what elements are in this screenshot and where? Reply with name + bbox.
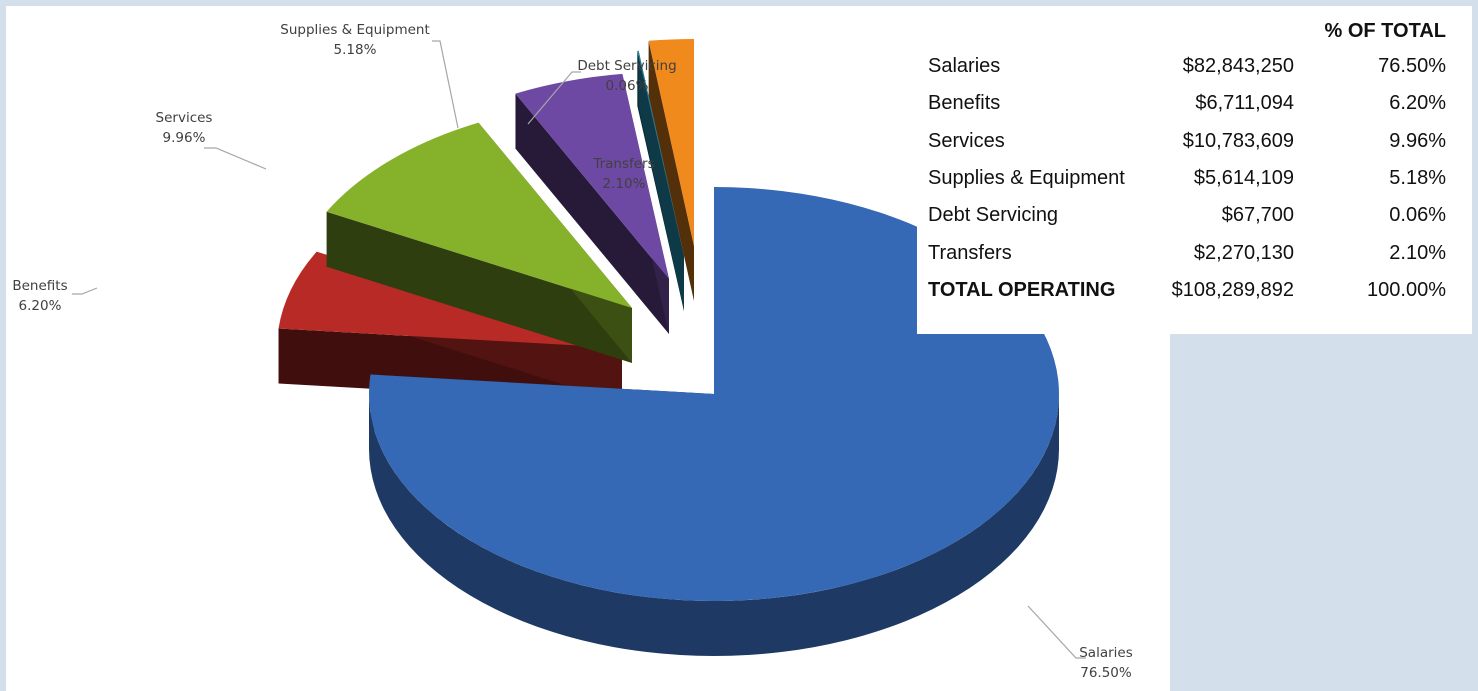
table-header-row: % OF TOTAL bbox=[928, 14, 1446, 48]
pie-slice-supplies-equipment bbox=[515, 73, 669, 335]
table-total-row: TOTAL OPERATING $108,289,892 100.00% bbox=[928, 272, 1446, 309]
total-pct: 100.00% bbox=[1367, 278, 1446, 301]
slice-top bbox=[648, 39, 694, 246]
row-pct: 2.10% bbox=[1389, 241, 1446, 264]
row-name: Transfers bbox=[928, 241, 1012, 264]
row-pct: 5.18% bbox=[1389, 167, 1446, 190]
side-background bbox=[1170, 334, 1472, 691]
table-row: Benefits $6,711,094 6.20% bbox=[928, 85, 1446, 122]
row-pct: 76.50% bbox=[1378, 55, 1446, 78]
slice-rim bbox=[369, 394, 1059, 656]
slice-value-transfers: 2.10% bbox=[603, 176, 646, 192]
row-name: Debt Servicing bbox=[928, 204, 1059, 227]
pie-slice-transfers bbox=[648, 39, 694, 302]
row-amount: $82,843,250 bbox=[1182, 55, 1294, 78]
slice-top bbox=[326, 122, 632, 308]
pie-chart: Salaries 76.50% Benefits 6.20% Services 9.96%… bbox=[12, 22, 1133, 681]
total-name: TOTAL OPERATING bbox=[928, 278, 1116, 301]
slice-side-start bbox=[515, 93, 669, 334]
slice-value-debt-servicing: 0.06% bbox=[606, 78, 649, 94]
pct-of-total-header: % OF TOTAL bbox=[1324, 19, 1446, 42]
row-pct: 6.20% bbox=[1389, 92, 1446, 115]
slice-value-salaries: 76.50% bbox=[1080, 665, 1132, 681]
slice-value-supplies-equipment: 5.18% bbox=[334, 42, 377, 58]
slice-side-start bbox=[326, 211, 632, 363]
slice-value-services: 9.96% bbox=[163, 130, 206, 146]
row-name: Benefits bbox=[928, 92, 1001, 115]
row-amount: $6,711,094 bbox=[1195, 92, 1294, 115]
table-row: Supplies & Equipment $5,614,109 5.18% bbox=[928, 160, 1446, 197]
row-name: Supplies & Equipment bbox=[928, 167, 1125, 190]
slice-value-benefits: 6.20% bbox=[19, 298, 62, 314]
slice-label-transfers: Transfers bbox=[592, 156, 654, 172]
total-amount: $108,289,892 bbox=[1171, 278, 1294, 301]
leader-line-benefits bbox=[72, 287, 98, 295]
row-amount: $5,614,109 bbox=[1193, 167, 1294, 190]
slice-label-services: Services bbox=[156, 110, 213, 126]
slice-side-start bbox=[648, 40, 694, 302]
row-name: Services bbox=[928, 129, 1005, 152]
row-amount: $10,783,609 bbox=[1182, 129, 1294, 152]
row-name: Salaries bbox=[928, 55, 1001, 78]
pie-slice-services bbox=[326, 122, 632, 363]
slice-top bbox=[515, 73, 669, 280]
slice-label-supplies-equipment: Supplies & Equipment bbox=[280, 22, 430, 38]
slice-label-benefits: Benefits bbox=[12, 278, 67, 294]
leader-line-salaries bbox=[1027, 605, 1086, 659]
pie-slice-salaries bbox=[369, 187, 1060, 656]
row-pct: 0.06% bbox=[1389, 204, 1446, 227]
pie-slice-debt-servicing bbox=[637, 50, 684, 312]
slice-label-debt-servicing: Debt Servicing bbox=[577, 58, 676, 74]
table-row: Services $10,783,609 9.96% bbox=[928, 123, 1446, 160]
table-row: Salaries $82,843,250 76.50% bbox=[928, 48, 1446, 85]
totals-table-box: % OF TOTAL Salaries $82,843,250 76.50% B… bbox=[917, 14, 1466, 334]
row-pct: 9.96% bbox=[1389, 129, 1446, 152]
row-amount: $67,700 bbox=[1221, 204, 1294, 227]
slice-label-salaries: Salaries bbox=[1079, 645, 1133, 661]
row-amount: $2,270,130 bbox=[1193, 241, 1294, 264]
table-row: Debt Servicing $67,700 0.06% bbox=[928, 197, 1446, 234]
leader-line-services bbox=[204, 147, 267, 170]
slice-side-end bbox=[638, 50, 684, 312]
slice-top bbox=[637, 50, 684, 257]
leader-line-debt-servicing bbox=[527, 71, 581, 125]
leader-line-supplies-equipment bbox=[432, 40, 459, 129]
slice-top bbox=[369, 187, 1060, 601]
table-row: Transfers $2,270,130 2.10% bbox=[928, 234, 1446, 271]
totals-table: % OF TOTAL Salaries $82,843,250 76.50% B… bbox=[928, 14, 1446, 309]
